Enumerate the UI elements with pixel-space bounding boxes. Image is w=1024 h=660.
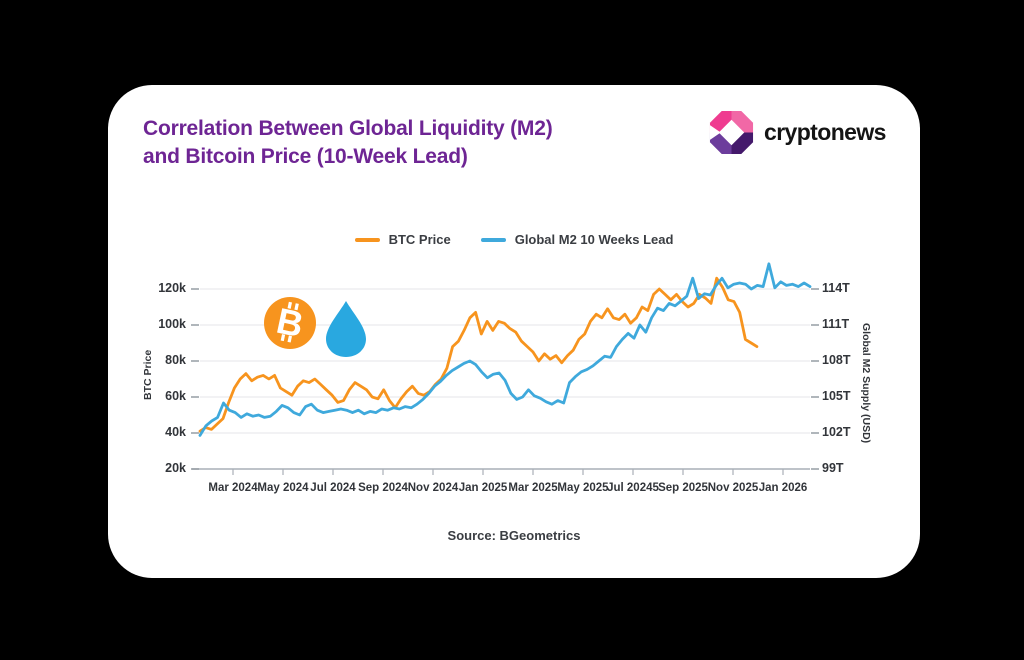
x-axis-tick-label: May 2025 <box>557 482 609 494</box>
x-axis-tick-label: Sep 2025 <box>658 482 708 494</box>
x-axis-tick-label: Jan 2025 <box>458 482 508 494</box>
left-axis-tick-label: 100k <box>158 317 186 331</box>
series-line-global-m2-10-weeks-lead <box>198 262 812 437</box>
x-axis-tick-label: Jul 2024 <box>310 482 356 494</box>
legend-label: BTC Price <box>388 232 451 247</box>
bitcoin-icon: B <box>264 297 316 349</box>
x-axis-tick-label: Jul 20245 <box>607 482 659 494</box>
right-axis-tick-label: 108T <box>822 353 851 367</box>
cryptonews-logo-icon <box>709 110 754 155</box>
left-axis-tick-label: 20k <box>165 461 186 475</box>
brand-logo: cryptonews <box>708 109 886 156</box>
right-axis-tick-label: 102T <box>822 425 851 439</box>
chart-title-line2: and Bitcoin Price (10-Week Lead) <box>143 145 468 169</box>
legend-swatch <box>480 237 506 242</box>
infographic-card: Correlation Between Global Liquidity (M2… <box>108 85 920 578</box>
x-axis-tick-label: Nov 2024 <box>407 482 459 494</box>
left-axis-tick-label: 80k <box>165 353 186 367</box>
x-axis-tick-label: May 2024 <box>257 482 309 494</box>
right-axis-tick-label: 105T <box>822 389 851 403</box>
legend-label: Global M2 10 Weeks Lead <box>514 232 674 247</box>
source-caption: Source: BGeometrics <box>447 528 581 543</box>
right-axis-tick-label: 99T <box>822 461 844 475</box>
x-axis-tick-label: Sep 2024 <box>358 482 408 494</box>
right-axis-title: Global M2 Supply (USD) <box>860 322 872 444</box>
legend-item-btc-price: BTC Price <box>354 232 451 247</box>
x-axis-tick-label: Mar 2024 <box>208 482 258 494</box>
x-axis-tick-label: Jan 2026 <box>758 482 808 494</box>
logo-center-diamond <box>718 119 745 146</box>
chart-title-line1: Correlation Between Global Liquidity (M2… <box>143 117 553 140</box>
left-axis-tick-label: 120k <box>158 281 186 295</box>
bitcoin-coin-circle <box>264 297 316 349</box>
left-axis-tick-label: 40k <box>165 425 186 439</box>
legend-item-global-m2-10-weeks-lead: Global M2 10 Weeks Lead <box>480 232 674 247</box>
brand-name: cryptonews <box>764 119 886 145</box>
left-axis-tick-label: 60k <box>165 389 186 403</box>
droplet-shape <box>326 301 366 357</box>
right-axis-tick-label: 114T <box>822 281 850 295</box>
line-chart <box>191 262 819 475</box>
series-line-btc-price <box>198 276 759 433</box>
right-axis-tick-label: 111T <box>822 317 850 331</box>
chart-legend: BTC Price Global M2 10 Weeks Lead <box>108 232 920 247</box>
x-axis-tick-label: Nov 2025 <box>707 482 759 494</box>
chart-title: Correlation Between Global Liquidity (M2… <box>143 115 553 172</box>
left-axis-title: BTC Price <box>142 349 154 401</box>
legend-swatch <box>354 237 380 242</box>
logo-left-notch <box>709 125 721 140</box>
liquidity-droplet-icon <box>326 301 366 357</box>
x-axis-tick-label: Mar 2025 <box>508 482 558 494</box>
